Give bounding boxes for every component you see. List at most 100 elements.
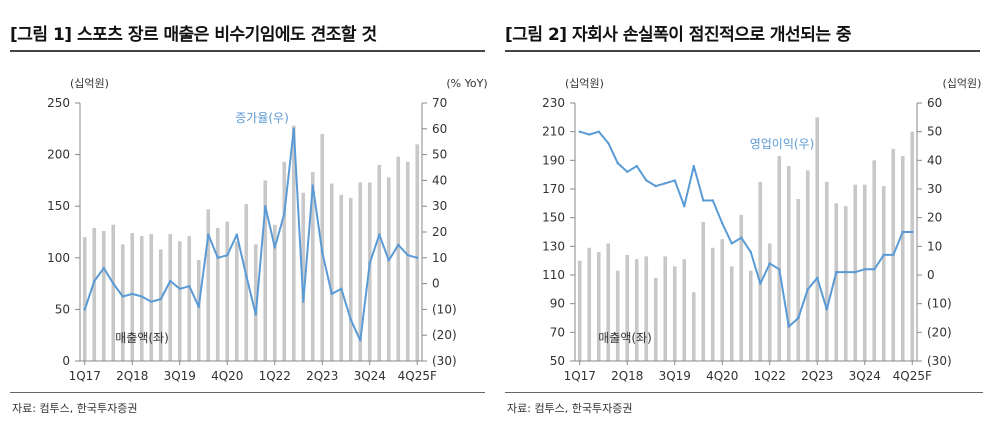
source-note-right: 자료: 컴투스, 한국투자증권	[507, 402, 633, 415]
sales-bar	[386, 177, 391, 361]
line-point	[645, 179, 648, 182]
chart-panel-left: [그림 1] 스포츠 장르 매출은 비수기임에도 견조할 것 (십억원) (% Y…	[10, 0, 490, 400]
x-axis-tick-label: 3Q19	[659, 369, 691, 383]
line-point	[292, 127, 295, 130]
line-point	[245, 274, 248, 278]
line-point	[664, 182, 667, 185]
line-point	[730, 242, 733, 245]
sales-bar	[634, 259, 639, 361]
right-axis-tick-label: 40	[432, 173, 447, 187]
line-point	[321, 251, 324, 254]
line-point	[778, 268, 781, 271]
sales-bar	[120, 244, 125, 361]
bottom-divider-right	[505, 392, 983, 393]
line-point	[302, 300, 305, 303]
sales-bar	[843, 206, 848, 361]
x-axis-tick-label: 2Q23	[306, 369, 338, 383]
sales-bar	[739, 214, 744, 361]
line-point	[892, 253, 895, 257]
left-axis-tick-label: 230	[542, 96, 565, 110]
line-point	[330, 292, 333, 296]
x-axis-tick-label: 2Q18	[116, 369, 148, 383]
line-point	[188, 284, 191, 288]
right-axis-unit: (십억원)	[943, 77, 982, 90]
sales-bar	[720, 239, 725, 361]
left-axis-unit: (십억원)	[565, 77, 604, 90]
sales-bar	[777, 156, 782, 361]
sales-bar	[282, 161, 287, 361]
line-point	[854, 270, 857, 274]
line-point	[311, 184, 314, 187]
line-point	[197, 305, 200, 309]
bottom-divider-left	[10, 392, 485, 393]
left-axis-tick-label: 90	[550, 297, 565, 311]
x-axis-tick-label: 4Q25F	[398, 369, 437, 383]
right-axis-tick-label: (20)	[927, 325, 952, 339]
line-point	[340, 287, 343, 290]
sales-bar	[225, 221, 230, 361]
x-axis-tick-label: 2Q18	[611, 369, 643, 383]
line-point	[901, 230, 904, 234]
line-point	[121, 295, 124, 298]
line-point	[873, 268, 876, 271]
sales-bar	[606, 243, 611, 361]
line-point	[159, 297, 162, 301]
sales-bar	[910, 131, 915, 361]
line-point	[844, 270, 847, 274]
line-series-label: 영업이익(우)	[750, 137, 815, 151]
line-point	[207, 233, 210, 236]
right-axis-tick-label: 30	[432, 199, 447, 213]
sales-bar	[701, 221, 706, 361]
line-point	[588, 133, 591, 136]
line-point	[359, 339, 362, 342]
chart-panel-right: [그림 2] 자회사 손실폭이 점진적으로 개선되는 중 (십억원) (십억원) 5…	[505, 0, 985, 400]
right-axis-tick-label: (30)	[432, 354, 457, 368]
line-point	[406, 254, 409, 257]
line-point	[816, 276, 819, 280]
sales-bar	[405, 161, 410, 361]
x-axis-tick-label: 3Q24	[849, 369, 881, 383]
left-axis-tick-label: 190	[542, 153, 565, 167]
line-point	[349, 318, 352, 321]
source-note-left: 자료: 컴투스, 한국투자증권	[12, 402, 138, 415]
line-point	[673, 179, 676, 182]
sales-bar	[729, 266, 734, 361]
sales-bar	[691, 292, 696, 361]
left-axis-tick-label: 150	[542, 211, 565, 225]
line-point	[93, 279, 96, 283]
line-point	[692, 164, 695, 168]
sales-bar	[596, 252, 601, 361]
right-axis-tick-label: 30	[927, 182, 942, 196]
line-point	[83, 308, 86, 311]
line-point	[387, 259, 390, 262]
title-divider-right	[505, 50, 980, 52]
line-point	[416, 256, 419, 259]
x-axis-tick-label: 1Q22	[754, 369, 786, 383]
line-point	[178, 287, 181, 290]
right-axis-tick-label: 50	[927, 125, 942, 139]
sales-bar	[82, 237, 87, 361]
title-divider-left	[10, 50, 485, 52]
sales-bar	[663, 256, 668, 361]
x-axis-tick-label: 1Q22	[259, 369, 291, 383]
sales-bar	[329, 183, 334, 361]
sales-bar	[796, 199, 801, 361]
right-axis-tick-label: (10)	[927, 297, 952, 311]
left-axis-tick-label: 150	[47, 199, 70, 213]
sales-bar	[815, 117, 820, 361]
line-point	[882, 253, 885, 257]
line-point	[654, 184, 657, 188]
line-point	[616, 162, 619, 165]
sales-bar	[415, 144, 420, 361]
operating-profit-chart: (십억원) (십억원) 50 70 90 110 130 150 170 190 210 230 60 5…	[542, 77, 982, 383]
x-axis-tick-label: 1Q17	[564, 369, 596, 383]
left-axis-tick-label: 250	[47, 96, 70, 110]
left-axis-tick-label: 0	[62, 354, 70, 368]
x-axis-tick-label: 4Q20	[211, 369, 243, 383]
left-axis-tick-label: 170	[542, 182, 565, 196]
line-point	[102, 266, 105, 270]
line-point	[759, 282, 762, 285]
sales-bar	[672, 266, 677, 361]
x-axis-tick-label: 1Q17	[69, 369, 101, 383]
sales-bar	[881, 186, 886, 361]
